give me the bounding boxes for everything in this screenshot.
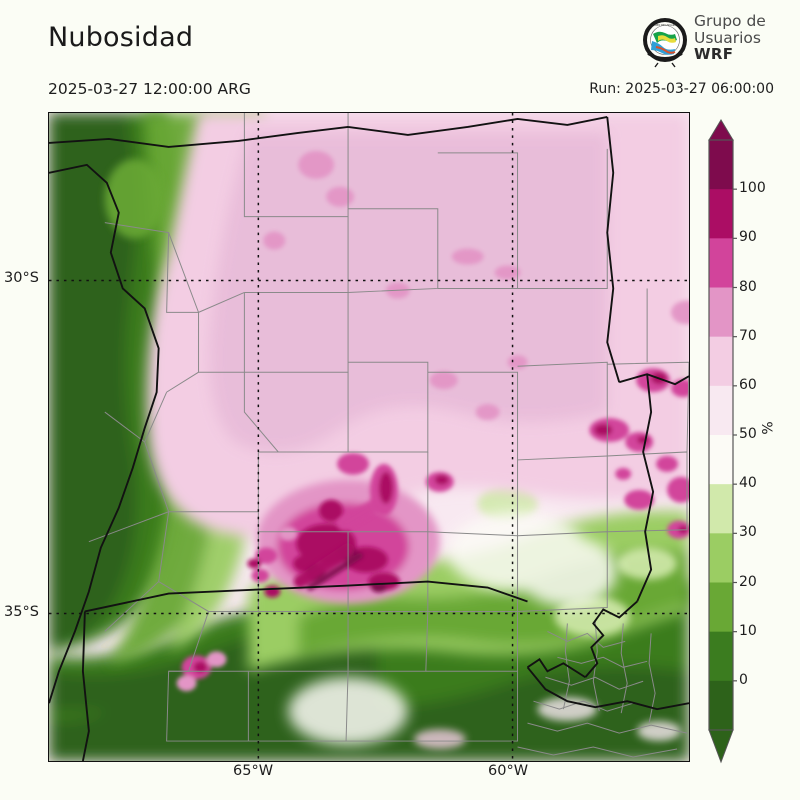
axis-label-lon-60: 60°W [488,763,529,779]
colorbar-tick-label: 60 [739,376,757,393]
colorbar-band [709,484,733,534]
colorbar[interactable] [707,118,737,770]
colorbar-band [709,435,733,485]
colorbar-band [709,582,733,633]
map-canvas[interactable] [48,112,690,762]
colorbar-gradient [708,119,737,764]
colorbar-tick-label: 100 [739,180,766,197]
colorbar-band [709,385,733,436]
model-run-label: Run: 2025-03-27 06:00:00 [589,81,774,97]
svg-text:GRUPO DE USUARIOS: GRUPO DE USUARIOS [651,23,679,27]
logo-line-1: Grupo de [694,12,766,30]
colorbar-tick-label: 90 [739,229,757,246]
country-borders [49,116,689,761]
map-raster [49,113,689,761]
colorbar-band [709,631,733,682]
colorbar-tickmarks [733,188,737,682]
colorbar-bands [709,140,733,731]
logo-text: Grupo de Usuarios WRF [694,13,766,63]
logo-line-3: WRF [694,45,734,63]
globe-emblem-icon: GRUPO DE USUARIOS [643,18,687,68]
brand-logo: GRUPO DE USUARIOS Grupo de Usuarios WRF [638,13,790,74]
axis-label-lat-35: 35°S [4,604,39,620]
colorbar-band [709,533,733,583]
axis-label-lon-65: 65°W [233,763,274,779]
colorbar-band [709,336,733,387]
colorbar-tick-label: 20 [739,573,757,590]
colorbar-band [709,140,733,190]
colorbar-extend-max [708,119,734,141]
colorbar-tick-label: 40 [739,475,757,492]
valid-time-label: 2025-03-27 12:00:00 ARG [48,80,251,98]
colorbar-tick-label: 80 [739,278,757,295]
colorbar-tick-label: 50 [739,426,757,442]
colorbar-band [709,238,733,288]
latlon-gridlines [49,113,689,761]
colorbar-tick-label: 30 [739,524,757,541]
colorbar-extend-min [708,729,734,764]
colorbar-tick-label: 10 [739,622,757,639]
colorbar-band [709,189,733,239]
colorbar-band [709,287,733,338]
colorbar-band [709,680,733,731]
administrative-borders [49,113,689,761]
colorbar-unit-label: % [760,421,777,435]
colorbar-tick-label: 0 [739,671,748,688]
axis-label-lat-30: 30°S [4,270,39,286]
page-title: Nubosidad [48,22,194,53]
cloud-cover-field [49,113,689,761]
colorbar-tick-label: 70 [739,327,757,344]
logo-line-2: Usuarios [694,28,761,47]
